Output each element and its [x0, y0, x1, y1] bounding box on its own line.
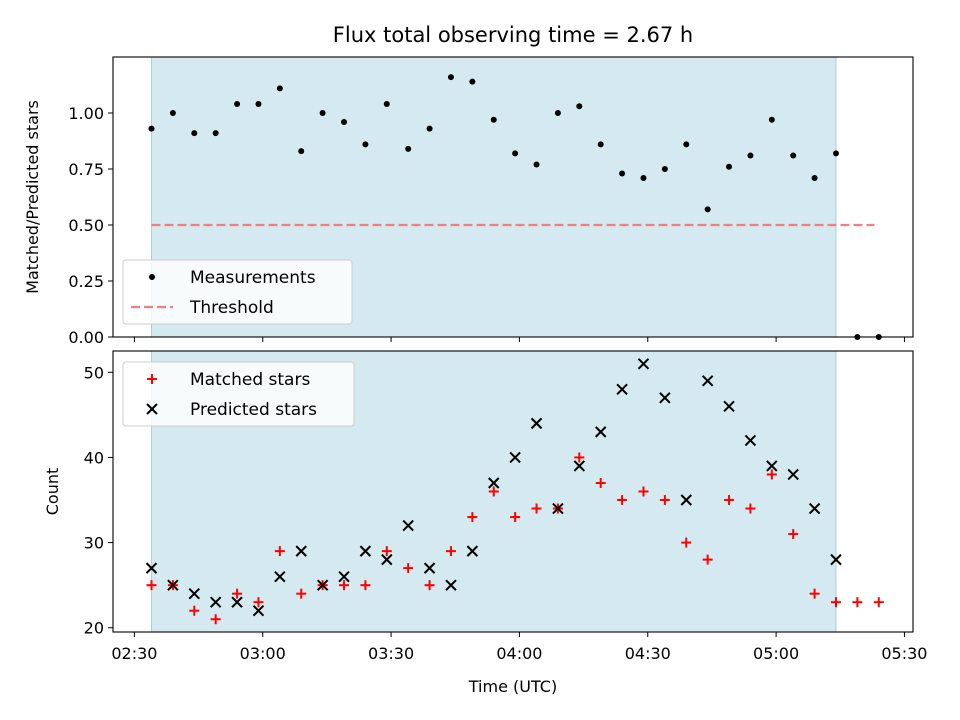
x-tick-label: 04:30	[625, 644, 671, 663]
y-tick-label: 40	[84, 448, 104, 467]
measurement-point	[213, 130, 219, 136]
measurement-point	[234, 101, 240, 107]
x-tick-label: 03:00	[240, 644, 286, 663]
measurement-point	[598, 141, 604, 147]
measurement-point	[726, 164, 732, 170]
measurement-point	[320, 110, 326, 116]
bottom-panel: 20 30 40 50 02:30 03:00 03:30 04:00 04:30 05:00 05…	[43, 351, 927, 696]
measurement-point	[555, 110, 561, 116]
measurement-point	[534, 162, 540, 168]
measurement-point	[683, 141, 689, 147]
x-tick-label: 05:30	[881, 644, 927, 663]
y-tick-label: 0.75	[68, 160, 104, 179]
x-tick-label: 03:30	[368, 644, 414, 663]
top-panel: 0.00 0.25 0.50 0.75 1.00 Matched/Predicted st…	[23, 57, 913, 347]
y-tick-label: 30	[84, 534, 104, 553]
matched-star-point	[874, 597, 884, 607]
y-tick-label: 0.50	[68, 216, 104, 235]
x-tick-label: 04:00	[496, 644, 542, 663]
measurement-point	[662, 166, 668, 172]
measurement-point	[747, 153, 753, 159]
measurement-point	[491, 117, 497, 123]
x-axis-label: Time (UTC)	[468, 677, 557, 696]
y-tick-label: 20	[84, 619, 104, 638]
legend-label: Threshold	[189, 298, 274, 318]
measurement-point	[341, 119, 347, 125]
measurement-point	[469, 79, 475, 85]
measurement-point	[362, 141, 368, 147]
measurement-point	[277, 85, 283, 91]
figure: Flux total observing time = 2.67 h 0.000…	[0, 0, 960, 720]
y-tick-label: 0.00	[68, 328, 104, 347]
legend-label: Matched stars	[190, 370, 310, 390]
legend-label: Measurements	[190, 268, 316, 288]
legend: Matched stars Predicted stars	[123, 362, 354, 426]
y-tick-label: 50	[84, 363, 104, 382]
measurement-point	[191, 130, 197, 136]
measurement-point	[512, 150, 518, 156]
measurement-point	[769, 117, 775, 123]
measurement-point	[790, 153, 796, 159]
measurement-point	[427, 126, 433, 132]
matched-star-point	[852, 597, 862, 607]
y-tick-label: 1.00	[68, 104, 104, 123]
measurement-point	[448, 74, 454, 80]
y-axis-label: Matched/Predicted stars	[23, 100, 42, 294]
legend-label: Predicted stars	[190, 400, 317, 420]
measurement-point	[619, 170, 625, 176]
measurement-point	[576, 103, 582, 109]
legend-marker-dot	[149, 274, 155, 280]
measurement-point	[405, 146, 411, 152]
measurement-point	[812, 175, 818, 181]
x-tick-label: 05:00	[753, 644, 799, 663]
legend: Measurements Threshold	[123, 260, 352, 324]
measurement-point	[255, 101, 261, 107]
x-tick-label: 02:30	[111, 644, 157, 663]
measurement-point	[705, 206, 711, 212]
measurement-point	[640, 175, 646, 181]
measurement-point	[170, 110, 176, 116]
chart-title: Flux total observing time = 2.67 h	[333, 23, 693, 47]
measurement-point	[298, 148, 304, 154]
measurement-point	[384, 101, 390, 107]
y-axis-label: Count	[43, 468, 62, 516]
y-tick-label: 0.25	[68, 272, 104, 291]
measurement-point	[833, 150, 839, 156]
measurement-point	[149, 126, 155, 132]
